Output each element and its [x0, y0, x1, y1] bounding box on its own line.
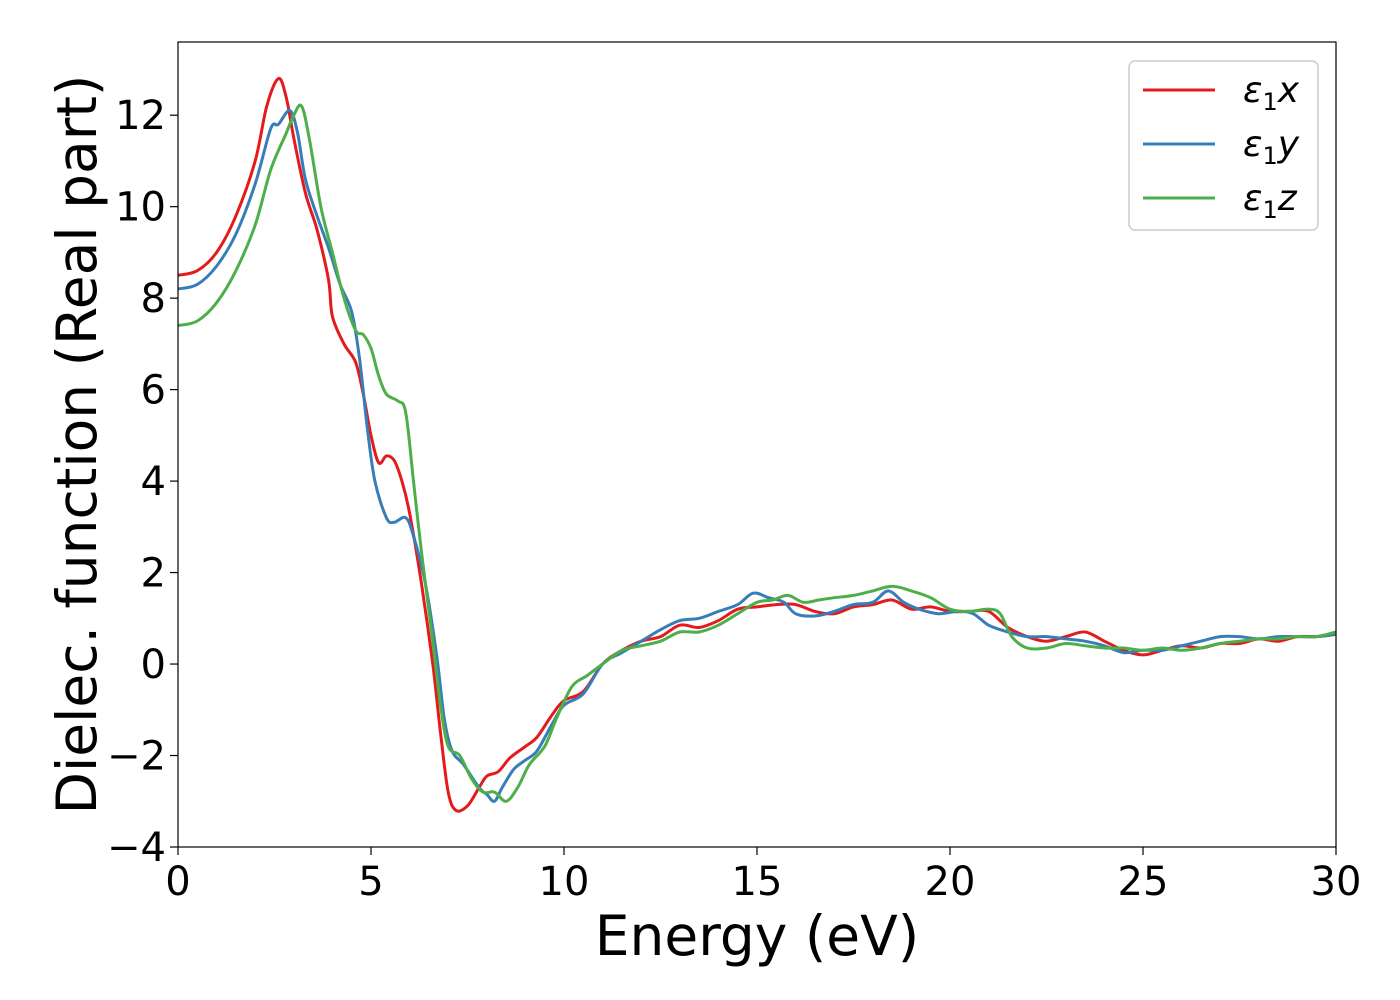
y-tick-label: 4 [141, 459, 166, 505]
y-axis-ticks: −4 −2 0 2 4 6 8 10 12 [107, 93, 178, 871]
x-axis-ticks: 0 5 10 15 20 25 30 [165, 847, 1361, 905]
x-axis-title: Energy (eV) [595, 904, 919, 968]
y-tick-label: 6 [141, 368, 166, 414]
y-tick-label: 12 [115, 93, 166, 139]
legend: ε1x ε1y ε1z [1128, 60, 1319, 231]
series-line-y [177, 109, 1337, 803]
x-tick-label: 5 [358, 859, 383, 905]
x-tick-label: 25 [1118, 859, 1169, 905]
y-tick-label: 8 [141, 276, 166, 322]
legend-box [1128, 60, 1319, 231]
legend-label-x: ε1x [1243, 70, 1300, 116]
legend-label-y: ε1y [1243, 124, 1300, 170]
y-axis-title: Dielec. function (Real part) [45, 75, 109, 815]
x-tick-label: 15 [732, 859, 783, 905]
y-tick-label: −4 [107, 825, 166, 871]
y-tick-label: 10 [115, 185, 166, 231]
y-tick-label: −2 [107, 734, 166, 780]
x-tick-label: 30 [1311, 859, 1362, 905]
series-lines [177, 77, 1337, 813]
x-tick-label: 20 [925, 859, 976, 905]
series-line-z [177, 103, 1337, 803]
legend-label-z: ε1z [1243, 178, 1298, 224]
x-tick-label: 0 [165, 859, 190, 905]
y-tick-label: 2 [141, 551, 166, 597]
x-tick-label: 10 [539, 859, 590, 905]
y-tick-label: 0 [141, 642, 166, 688]
